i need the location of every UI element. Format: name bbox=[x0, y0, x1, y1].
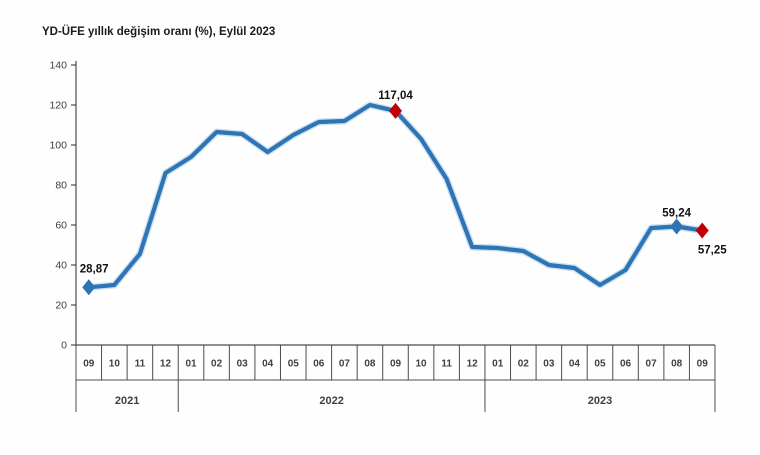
data-point-label: 28,87 bbox=[80, 263, 109, 275]
x-month-label: 12 bbox=[467, 359, 479, 370]
y-tick-label: 0 bbox=[61, 340, 67, 352]
x-month-label: 11 bbox=[135, 359, 146, 370]
x-month-label: 10 bbox=[109, 359, 121, 370]
marker-red-diamond bbox=[389, 102, 402, 119]
x-month-label: 05 bbox=[594, 359, 606, 370]
x-year-label: 2022 bbox=[319, 395, 343, 407]
x-month-label: 07 bbox=[646, 359, 658, 370]
x-month-label: 03 bbox=[237, 359, 249, 370]
x-month-label: 02 bbox=[518, 359, 530, 370]
x-month-label: 05 bbox=[288, 359, 300, 370]
y-tick-label: 40 bbox=[55, 260, 67, 272]
x-month-label: 07 bbox=[339, 359, 351, 370]
x-month-label: 04 bbox=[262, 359, 274, 370]
x-month-label: 10 bbox=[415, 359, 427, 370]
y-tick-label: 80 bbox=[55, 180, 67, 192]
x-month-label: 04 bbox=[569, 359, 581, 370]
x-month-label: 02 bbox=[211, 359, 223, 370]
x-month-label: 09 bbox=[390, 359, 402, 370]
y-tick-label: 60 bbox=[55, 220, 67, 232]
series-line bbox=[86, 102, 705, 290]
y-tick-label: 140 bbox=[49, 60, 67, 72]
data-point-label: 59,24 bbox=[662, 208, 691, 220]
x-year-label: 2023 bbox=[588, 395, 612, 407]
marker-blue-diamond bbox=[82, 279, 96, 296]
marker-red-diamond bbox=[695, 222, 709, 239]
series-line-halo bbox=[85, 101, 706, 291]
x-month-label: 01 bbox=[492, 359, 504, 370]
x-month-label: 06 bbox=[313, 359, 325, 370]
x-month-label: 09 bbox=[697, 359, 709, 370]
x-month-label: 08 bbox=[671, 359, 683, 370]
x-month-label: 11 bbox=[441, 359, 452, 370]
y-tick-label: 120 bbox=[49, 100, 67, 112]
y-tick-label: 100 bbox=[49, 140, 67, 152]
data-point-label: 57,25 bbox=[698, 245, 727, 257]
x-month-label: 12 bbox=[160, 359, 172, 370]
x-year-label: 2021 bbox=[115, 395, 139, 407]
chart-title: YD-ÜFE yıllık değişim oranı (%), Eylül 2… bbox=[42, 26, 276, 38]
x-month-label: 03 bbox=[543, 359, 555, 370]
x-month-label: 01 bbox=[185, 359, 197, 370]
x-month-label: 09 bbox=[83, 359, 95, 370]
x-month-label: 06 bbox=[620, 359, 632, 370]
x-month-label: 08 bbox=[364, 359, 376, 370]
y-tick-label: 20 bbox=[55, 300, 67, 312]
marker-blue-diamond bbox=[670, 218, 684, 235]
data-point-label: 117,04 bbox=[378, 90, 413, 102]
